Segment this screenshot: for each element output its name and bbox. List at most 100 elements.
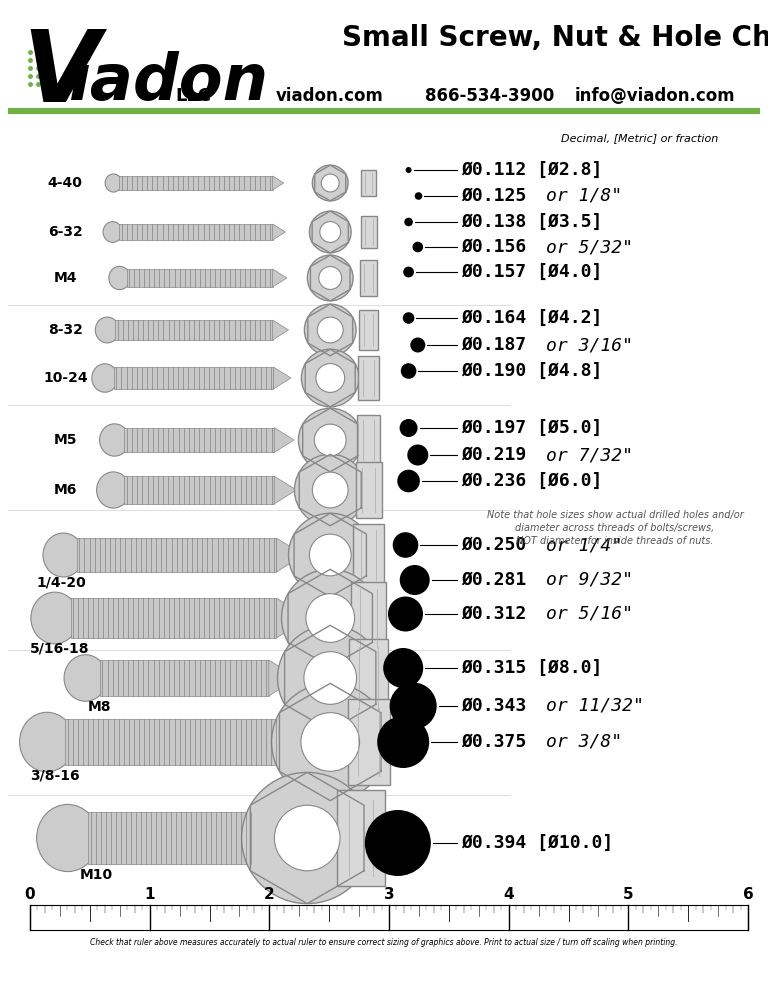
Circle shape (313, 165, 348, 201)
Bar (65, 719, 279, 764)
Text: 4: 4 (503, 887, 514, 902)
FancyBboxPatch shape (351, 582, 386, 654)
Text: Decimal, [Metric] or fraction: Decimal, [Metric] or fraction (561, 133, 719, 143)
Polygon shape (273, 269, 287, 287)
Circle shape (402, 312, 415, 324)
Text: V: V (22, 27, 99, 123)
Text: Ø0.125: Ø0.125 (461, 187, 537, 205)
Circle shape (272, 683, 389, 800)
Text: or 1/8": or 1/8" (546, 187, 622, 205)
FancyBboxPatch shape (359, 310, 378, 350)
Text: or 1/4": or 1/4" (546, 536, 622, 554)
Text: 2: 2 (264, 887, 275, 902)
Text: LLC: LLC (175, 87, 211, 105)
Ellipse shape (64, 655, 107, 701)
Polygon shape (273, 320, 289, 340)
Text: Ø0.156: Ø0.156 (461, 238, 537, 256)
Ellipse shape (43, 533, 84, 577)
Text: Ø0.219: Ø0.219 (461, 446, 537, 464)
Text: or 3/16": or 3/16" (546, 336, 633, 354)
Bar (88, 812, 253, 864)
Text: M6: M6 (54, 483, 77, 497)
Text: M5: M5 (54, 433, 77, 447)
Polygon shape (276, 538, 303, 572)
Circle shape (310, 534, 351, 576)
Polygon shape (276, 598, 308, 638)
Text: Ø0.190 [Ø4.8]: Ø0.190 [Ø4.8] (461, 362, 602, 380)
Ellipse shape (105, 174, 122, 192)
Circle shape (304, 304, 356, 356)
Text: M4: M4 (54, 271, 77, 285)
Circle shape (277, 625, 383, 731)
Ellipse shape (92, 364, 118, 393)
Circle shape (282, 570, 379, 667)
Circle shape (294, 454, 366, 526)
Circle shape (301, 349, 359, 407)
Text: Note that hole sizes show actual drilled holes and/or
diameter across threads of: Note that hole sizes show actual drilled… (487, 510, 743, 547)
Ellipse shape (103, 222, 122, 243)
Text: 1/4-20: 1/4-20 (37, 576, 86, 589)
Polygon shape (273, 367, 291, 389)
Circle shape (392, 532, 419, 558)
FancyBboxPatch shape (357, 415, 380, 465)
FancyBboxPatch shape (337, 790, 385, 886)
Text: 8-32: 8-32 (48, 323, 83, 337)
Circle shape (301, 713, 359, 771)
Circle shape (401, 363, 416, 379)
FancyBboxPatch shape (353, 524, 384, 585)
Text: Check that ruler above measures accurately to actual ruler to ensure correct siz: Check that ruler above measures accurate… (91, 938, 677, 947)
Text: Small Screw, Nut & Hole Chart: Small Screw, Nut & Hole Chart (343, 24, 768, 52)
Text: Ø0.197 [Ø5.0]: Ø0.197 [Ø5.0] (461, 419, 602, 437)
FancyBboxPatch shape (361, 170, 376, 196)
Ellipse shape (95, 317, 119, 343)
Text: Ø0.315 [Ø8.0]: Ø0.315 [Ø8.0] (461, 659, 602, 677)
Polygon shape (253, 812, 295, 864)
Circle shape (310, 211, 351, 252)
FancyBboxPatch shape (347, 699, 389, 784)
Text: iadon: iadon (68, 51, 268, 113)
Circle shape (289, 513, 372, 596)
Bar (8, 108, 760, 114)
Circle shape (383, 648, 423, 688)
Circle shape (397, 470, 420, 492)
Bar (124, 427, 274, 452)
Text: M8: M8 (88, 700, 111, 714)
FancyBboxPatch shape (359, 260, 377, 296)
Text: or 5/16": or 5/16" (546, 605, 633, 623)
Circle shape (307, 255, 353, 301)
Circle shape (406, 167, 412, 173)
Circle shape (415, 192, 422, 200)
Text: Ø0.281: Ø0.281 (461, 571, 537, 589)
Circle shape (407, 444, 429, 465)
Polygon shape (274, 427, 294, 452)
Circle shape (377, 716, 429, 768)
Text: viadon.com: viadon.com (276, 87, 384, 105)
Bar (100, 660, 269, 696)
Circle shape (306, 593, 355, 642)
Circle shape (410, 338, 425, 353)
Circle shape (314, 424, 346, 456)
Bar (114, 367, 273, 389)
Text: Ø0.375: Ø0.375 (461, 733, 537, 751)
FancyBboxPatch shape (349, 639, 388, 717)
Text: Ø0.112 [Ø2.8]: Ø0.112 [Ø2.8] (461, 161, 602, 179)
Text: Ø0.312: Ø0.312 (461, 605, 537, 623)
Bar (30, 905, 748, 930)
Polygon shape (273, 224, 286, 240)
Text: 6-32: 6-32 (48, 225, 83, 239)
Circle shape (412, 242, 423, 252)
Circle shape (319, 266, 342, 289)
Bar (124, 476, 274, 504)
Text: 866-534-3900: 866-534-3900 (425, 87, 554, 105)
Bar (127, 269, 273, 287)
Text: Ø0.394 [Ø10.0]: Ø0.394 [Ø10.0] (461, 834, 613, 852)
Bar (119, 224, 273, 240)
Circle shape (365, 810, 431, 876)
Ellipse shape (109, 266, 131, 289)
Text: 3: 3 (384, 887, 394, 902)
Text: Ø0.187: Ø0.187 (461, 336, 537, 354)
Circle shape (274, 805, 340, 871)
Ellipse shape (37, 804, 98, 872)
Polygon shape (273, 176, 283, 190)
Polygon shape (274, 476, 296, 504)
